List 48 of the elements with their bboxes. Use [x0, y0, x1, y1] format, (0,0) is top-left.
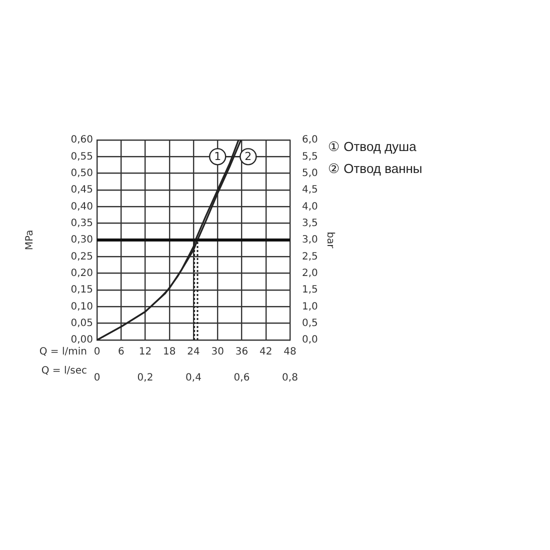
x2-tick-label: 0,8 [282, 372, 298, 384]
y-axis-title: MPa [24, 230, 36, 250]
x2-tick-label: 0,4 [186, 372, 202, 384]
y2-tick-label: 1,5 [302, 284, 318, 296]
x2-tick-label: 0,6 [234, 372, 250, 384]
x-tick-label: 42 [260, 346, 272, 358]
y2-tick-label: 5,5 [302, 151, 318, 162]
x-tick-label: 24 [187, 346, 200, 358]
annotation: 1 [214, 150, 222, 164]
y2-tick-label: 2,5 [302, 251, 318, 262]
x-tick-label: 0 [94, 346, 100, 358]
y2-tick-label: 3,5 [302, 218, 318, 229]
y-tick-label: 0,60 [70, 134, 93, 146]
y2-tick-label: 1,0 [302, 301, 318, 312]
y-tick-label: 0,25 [70, 251, 93, 262]
y2-tick-label: 4,5 [302, 184, 318, 196]
annotation: 2 [244, 150, 252, 164]
y2-tick-label: 6,0 [302, 134, 318, 146]
y-tick-label: 0,20 [70, 268, 93, 279]
x-tick-label: 6 [118, 346, 124, 358]
y2-tick-label: 3,0 [302, 234, 318, 246]
x-tick-label: 48 [284, 346, 296, 358]
y-tick-label: 0,55 [70, 151, 93, 162]
x-tick-label: 30 [211, 346, 224, 358]
y2-axis-title: bar [324, 232, 336, 250]
y2-tick-label: 4,0 [302, 201, 318, 212]
y-tick-label: 0,30 [70, 234, 93, 246]
y-tick-label: 0,45 [70, 184, 93, 196]
x2-tick-label: 0,2 [137, 372, 154, 384]
x-axis-title: Q = l/min [39, 346, 87, 358]
x-tick-label: 36 [235, 346, 248, 358]
y-tick-label: 0,00 [70, 334, 93, 346]
x-tick-label: 18 [163, 346, 176, 358]
y-tick-label: 0,15 [70, 284, 93, 296]
y-tick-label: 0,10 [70, 301, 93, 312]
text: ② Отвод ванны [328, 160, 422, 178]
y-tick-label: 0,50 [70, 168, 93, 179]
y2-tick-label: 0,0 [302, 334, 318, 346]
x2-axis-title: Q = l/sec [41, 366, 87, 377]
y-tick-label: 0,05 [70, 318, 93, 329]
y-tick-label: 0,40 [70, 201, 93, 212]
text: ① Отвод душа [328, 138, 418, 156]
y2-tick-label: 2,0 [302, 268, 318, 279]
y2-tick-label: 5,0 [302, 168, 318, 179]
y-tick-label: 0,35 [70, 218, 93, 229]
y2-tick-label: 0,5 [302, 318, 318, 329]
x-tick-label: 12 [138, 346, 152, 358]
x2-tick-label: 0 [94, 372, 100, 384]
